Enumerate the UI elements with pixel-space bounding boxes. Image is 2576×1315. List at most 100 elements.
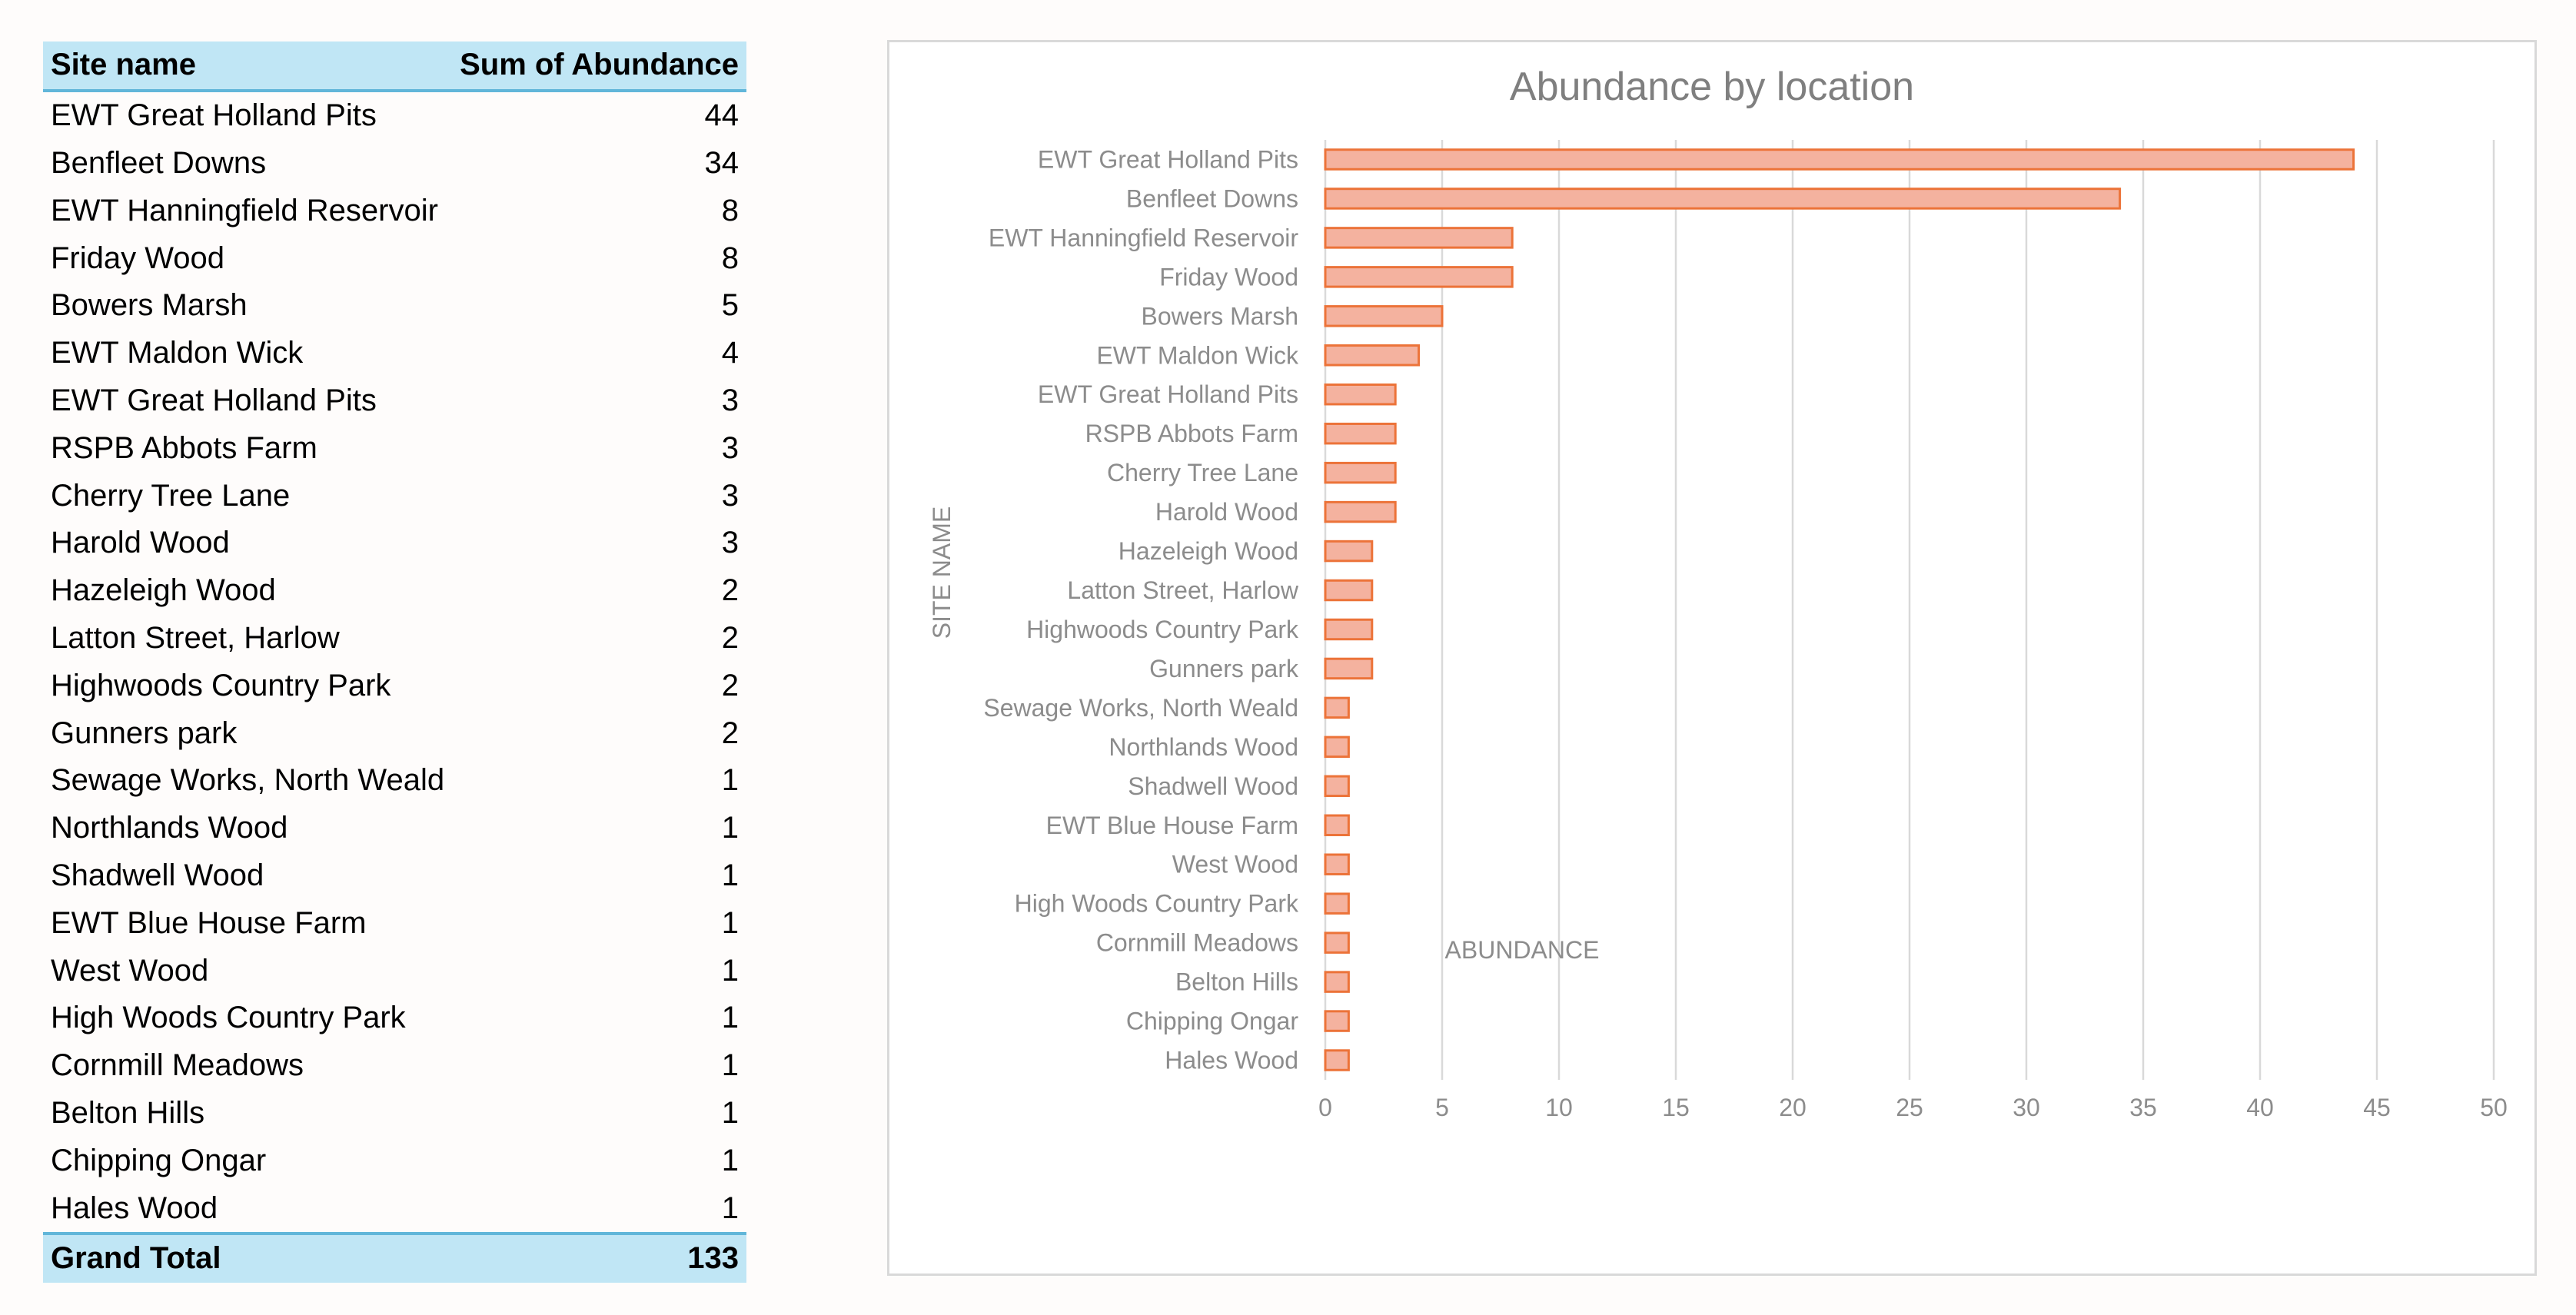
bar[interactable]: [1324, 266, 1514, 288]
bars: [1324, 148, 2355, 1071]
table-row: EWT Blue House Farm 1: [43, 899, 746, 947]
table-row: EWT Maldon Wick 4: [43, 330, 746, 377]
site-name-cell[interactable]: Belton Hills: [51, 1095, 205, 1130]
bar[interactable]: [1324, 1010, 1350, 1032]
bar[interactable]: [1324, 736, 1350, 759]
site-name-cell[interactable]: West Wood: [51, 953, 209, 988]
table-row: Belton Hills 1: [43, 1090, 746, 1137]
category-label: Bowers Marsh: [1142, 302, 1299, 330]
abundance-cell[interactable]: 1: [721, 858, 740, 892]
abundance-cell[interactable]: 8: [721, 193, 740, 227]
bar[interactable]: [1324, 461, 1397, 484]
abundance-cell[interactable]: 34: [704, 145, 740, 180]
site-name-cell[interactable]: Shadwell Wood: [51, 858, 264, 892]
site-name-cell[interactable]: EWT Maldon Wick: [51, 336, 304, 370]
abundance-cell[interactable]: 5: [721, 288, 740, 323]
table-row: Sewage Works, North Weald 1: [43, 757, 746, 805]
bar[interactable]: [1324, 227, 1514, 249]
category-label: RSPB Abbots Farm: [1085, 420, 1298, 447]
bar[interactable]: [1324, 931, 1350, 954]
abundance-cell[interactable]: 2: [721, 668, 740, 702]
abundance-cell[interactable]: 3: [721, 430, 740, 465]
site-name-cell[interactable]: EWT Hanningfield Reservoir: [51, 193, 438, 227]
grand-total-row: Grand Total 133: [43, 1231, 747, 1283]
site-name-cell[interactable]: Hales Wood: [51, 1190, 218, 1225]
bar[interactable]: [1324, 853, 1350, 875]
table-row: Harold Wood 3: [43, 520, 746, 567]
site-name-cell[interactable]: RSPB Abbots Farm: [51, 430, 317, 465]
header-sum-of-abundance[interactable]: Sum of Abundance: [452, 42, 747, 92]
x-tick-label: 50: [2480, 1094, 2508, 1121]
abundance-chart[interactable]: Abundance by location EWT Great Holland …: [887, 40, 2537, 1276]
abundance-cell[interactable]: 1: [721, 763, 740, 798]
pivot-table: Site name Sum of Abundance EWT Great Hol…: [43, 42, 747, 1283]
abundance-cell[interactable]: 2: [721, 573, 740, 608]
bar[interactable]: [1324, 657, 1374, 680]
site-name-cell[interactable]: Sewage Works, North Weald: [51, 763, 445, 798]
abundance-cell[interactable]: 1: [721, 1048, 740, 1083]
site-name-cell[interactable]: Highwoods Country Park: [51, 668, 391, 702]
bar[interactable]: [1324, 540, 1374, 563]
grand-total-value[interactable]: 133: [452, 1231, 747, 1283]
bar[interactable]: [1324, 814, 1350, 837]
abundance-cell[interactable]: 2: [721, 716, 740, 750]
site-name-cell[interactable]: EWT Great Holland Pits: [51, 98, 377, 133]
bar[interactable]: [1324, 188, 2122, 210]
table-row: Northlands Wood 1: [43, 805, 746, 852]
table-row: Chipping Ongar 1: [43, 1137, 746, 1184]
site-name-cell[interactable]: Harold Wood: [51, 526, 230, 560]
site-name-cell[interactable]: Hazeleigh Wood: [51, 573, 276, 608]
site-name-cell[interactable]: EWT Blue House Farm: [51, 905, 367, 940]
site-name-cell[interactable]: Friday Wood: [51, 241, 225, 275]
abundance-cell[interactable]: 1: [721, 1143, 740, 1177]
abundance-cell[interactable]: 1: [721, 905, 740, 940]
abundance-cell[interactable]: 44: [704, 98, 740, 133]
site-name-cell[interactable]: Cherry Tree Lane: [51, 478, 291, 513]
site-name-cell[interactable]: Bowers Marsh: [51, 288, 248, 323]
site-name-cell[interactable]: Gunners park: [51, 716, 238, 750]
abundance-cell[interactable]: 1: [721, 1095, 740, 1130]
bar[interactable]: [1324, 579, 1374, 602]
bar[interactable]: [1324, 971, 1350, 993]
bar[interactable]: [1324, 383, 1397, 406]
site-name-cell[interactable]: Cornmill Meadows: [51, 1048, 304, 1083]
bar[interactable]: [1324, 1049, 1350, 1071]
x-tick-label: 40: [2246, 1094, 2274, 1121]
site-name-cell[interactable]: Chipping Ongar: [51, 1143, 267, 1177]
abundance-cell[interactable]: 1: [721, 811, 740, 845]
site-name-cell[interactable]: Benfleet Downs: [51, 145, 267, 180]
bar[interactable]: [1324, 500, 1397, 523]
category-label: EWT Hanningfield Reservoir: [989, 224, 1298, 251]
bar[interactable]: [1324, 696, 1350, 719]
site-name-cell[interactable]: Northlands Wood: [51, 811, 288, 845]
category-label: Hazeleigh Wood: [1118, 537, 1298, 565]
abundance-cell[interactable]: 4: [721, 336, 740, 370]
y-axis-title: SITE NAME: [928, 506, 956, 639]
site-name-cell[interactable]: Latton Street, Harlow: [51, 620, 340, 655]
bar[interactable]: [1324, 422, 1397, 445]
bar[interactable]: [1324, 344, 1421, 367]
bar[interactable]: [1324, 775, 1350, 798]
pivot-body: EWT Great Holland Pits 44 Benfleet Downs 34…: [43, 91, 746, 1234]
bar[interactable]: [1324, 305, 1444, 327]
abundance-cell[interactable]: 3: [721, 383, 740, 417]
header-site-name[interactable]: Site name: [43, 42, 453, 92]
abundance-cell[interactable]: 8: [721, 241, 740, 275]
bar[interactable]: [1324, 618, 1374, 641]
table-row: Benfleet Downs 34: [43, 140, 746, 188]
abundance-cell[interactable]: 2: [721, 620, 740, 655]
bar[interactable]: [1324, 892, 1350, 915]
abundance-cell[interactable]: 1: [721, 1190, 740, 1225]
category-label: Cherry Tree Lane: [1107, 459, 1298, 486]
table-row: Hazeleigh Wood 2: [43, 567, 746, 615]
category-label: West Wood: [1172, 851, 1298, 878]
grand-total-label[interactable]: Grand Total: [43, 1231, 453, 1283]
bar[interactable]: [1324, 148, 2355, 171]
abundance-cell[interactable]: 1: [721, 953, 740, 988]
site-name-cell[interactable]: High Woods Country Park: [51, 1001, 406, 1035]
abundance-cell[interactable]: 3: [721, 478, 740, 513]
x-tick-label: 0: [1318, 1094, 1332, 1121]
site-name-cell[interactable]: EWT Great Holland Pits: [51, 383, 377, 417]
abundance-cell[interactable]: 1: [721, 1001, 740, 1035]
abundance-cell[interactable]: 3: [721, 526, 740, 560]
